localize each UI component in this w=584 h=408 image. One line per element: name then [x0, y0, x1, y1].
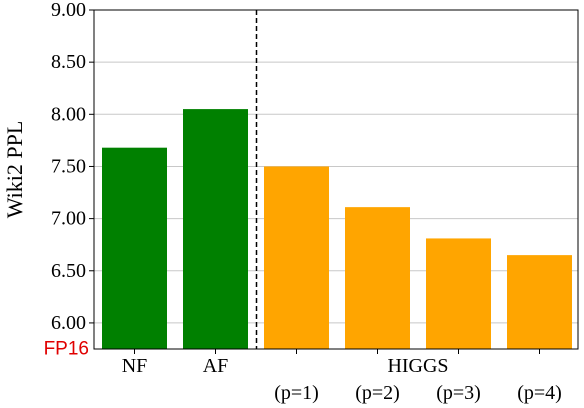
y-axis-label: Wiki2 PPL: [2, 121, 27, 219]
bar: [183, 109, 248, 349]
y-tick-label: 8.00: [51, 103, 86, 125]
x-ticks: NF AF (p=1) (p=2) (p=3) (p=4): [122, 349, 562, 404]
y-tick-label: 7.00: [51, 208, 86, 230]
x-tick-label: AF: [203, 355, 229, 377]
x-tick-label: (p=2): [355, 382, 400, 404]
y-tick-label: 9.00: [51, 0, 86, 21]
bar: [345, 207, 410, 349]
bar: [102, 147, 167, 349]
bar: [426, 238, 491, 349]
higgs-group-label: HIGGS: [387, 355, 448, 377]
x-tick-label: (p=4): [517, 382, 562, 404]
x-tick-label: (p=3): [436, 382, 481, 404]
bar: [264, 166, 329, 349]
bars: [102, 109, 572, 349]
plot-frame: [93, 9, 579, 350]
y-tick-label: 6.00: [51, 312, 86, 334]
y-tick-label: 8.50: [51, 51, 86, 73]
y-tick-label: 7.50: [51, 155, 86, 177]
y-ticks: 6.00 6.50 7.00 7.50 8.00 8.50 9.00: [51, 0, 94, 334]
x-tick-label: (p=1): [274, 382, 319, 404]
bar: [507, 255, 572, 349]
x-tick-label: NF: [122, 355, 148, 377]
fp16-label: FP16: [44, 339, 89, 360]
y-tick-label: 6.50: [51, 260, 86, 282]
